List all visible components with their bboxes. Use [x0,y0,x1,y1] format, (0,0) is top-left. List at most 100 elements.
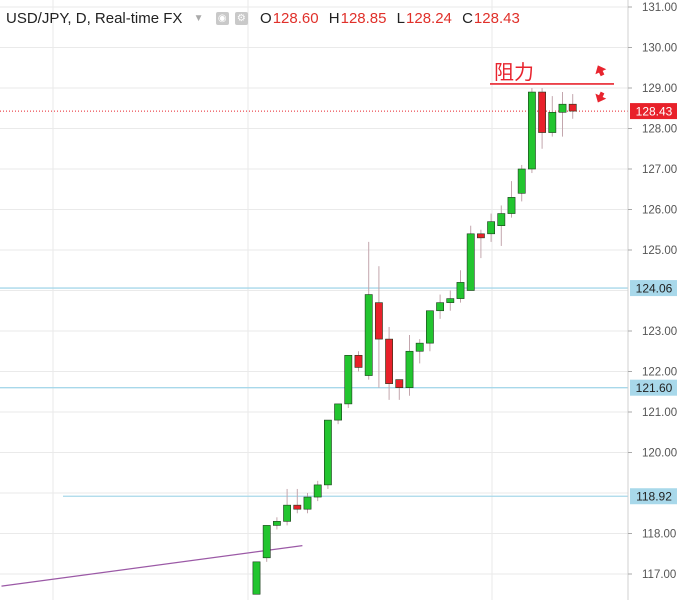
candle-body [334,403,342,421]
candle[interactable] [446,290,455,311]
candle[interactable] [374,266,383,388]
price-tag-bg [630,488,677,505]
candle[interactable] [293,488,302,514]
candle[interactable] [507,181,516,218]
candle-body [405,350,414,389]
price-tag: 121.60 [630,379,677,396]
candle-body [364,294,373,376]
candle[interactable] [405,335,414,396]
tick-label: 131.00 [642,2,677,14]
candle-body [487,221,495,235]
tick-label: 121.00 [642,407,677,419]
candle[interactable] [538,88,546,149]
trend-line [1,545,303,587]
candle[interactable] [385,326,393,400]
candle[interactable] [272,517,281,530]
level-lines [0,110,628,497]
tick-label: 125.00 [642,245,677,257]
price-tag-bg [630,103,677,120]
candle-body [446,298,455,303]
candle[interactable] [425,310,434,352]
tick-label: 117.00 [642,569,676,581]
candle-body [476,233,485,239]
candle[interactable] [303,493,312,514]
candle-body [517,168,526,194]
candle-body [456,282,465,299]
high-value: 128.85 [340,9,387,27]
price-tag-label: 118.92 [636,490,672,504]
candle[interactable] [283,488,291,526]
price-tag-label: 124.06 [636,282,673,296]
grid-lines [0,0,628,600]
candle-body [303,496,312,510]
symbol-label[interactable]: USD/JPY, D, Real-time FX [6,9,183,27]
candle[interactable] [262,525,271,562]
candle[interactable] [252,561,261,595]
tick-label: 129.00 [642,83,677,95]
purple-trend-line [1,545,303,587]
high-label: H [328,9,340,27]
tick-label: 128.00 [642,124,677,136]
arrow-up-icon [595,65,607,77]
candle-body [538,91,546,133]
resistance-annotation: 阻力 [494,60,534,84]
candle-body [293,504,302,510]
candle[interactable] [568,94,577,119]
tick-label: 118.00 [642,529,676,541]
candle[interactable] [497,205,506,246]
chevron-down-icon[interactable]: ▼ [193,12,204,24]
price-tag: 128.43 [630,103,677,120]
candle-body [395,379,404,389]
candle[interactable] [487,213,495,242]
candle[interactable] [456,270,465,303]
candle-body [272,521,281,526]
candle[interactable] [344,354,353,408]
price-tags: 128.43 124.06 121.60 118.92 [630,103,677,505]
candle-body [415,342,424,352]
candle-body [497,213,506,227]
candle[interactable] [436,294,444,319]
tick-label: 127.00 [642,164,677,176]
candle[interactable] [466,225,475,291]
price-tag-bg [630,379,677,396]
candle-body [252,561,261,595]
low-label: L [396,9,406,27]
candle-body [425,310,434,344]
price-axis[interactable]: 131.00 130.00 129.00 128.00 127.00 126.00 125.… [628,2,677,581]
price-tag: 118.92 [630,488,677,505]
chart-header: USD/JPY, D, Real-time FX ▼ ◉ ⚙ O128.60 H… [6,9,520,27]
candle-body [436,302,444,312]
close-label: C [462,9,473,27]
price-tag: 124.06 [630,280,677,297]
candle-body [374,302,383,340]
candle[interactable] [527,88,536,174]
candle-body [466,233,475,291]
candle[interactable] [558,92,567,137]
candle[interactable] [415,339,424,364]
candle[interactable] [334,403,342,425]
low-value: 128.24 [406,9,452,27]
price-tag-label: 121.60 [636,381,673,395]
candle-body [558,103,567,113]
candle[interactable] [354,351,363,372]
candle[interactable] [313,480,322,502]
eye-icon[interactable]: ◉ [215,11,229,25]
candle[interactable] [476,229,485,259]
candle[interactable] [395,379,404,400]
open-label: O [260,9,272,27]
gear-icon[interactable]: ⚙ [234,11,248,25]
candle[interactable] [548,96,557,137]
candle[interactable] [323,419,332,489]
resistance-arrows [595,65,607,103]
candle[interactable] [517,164,526,202]
price-tag-bg [630,280,677,297]
candle-body [527,91,536,170]
candle[interactable] [364,241,373,380]
candle-body [548,112,557,133]
tick-label: 130.00 [642,43,677,55]
tick-label: 126.00 [642,205,677,217]
candles[interactable] [252,88,577,595]
arrow-down-icon [595,91,607,103]
candle-body [313,484,322,498]
